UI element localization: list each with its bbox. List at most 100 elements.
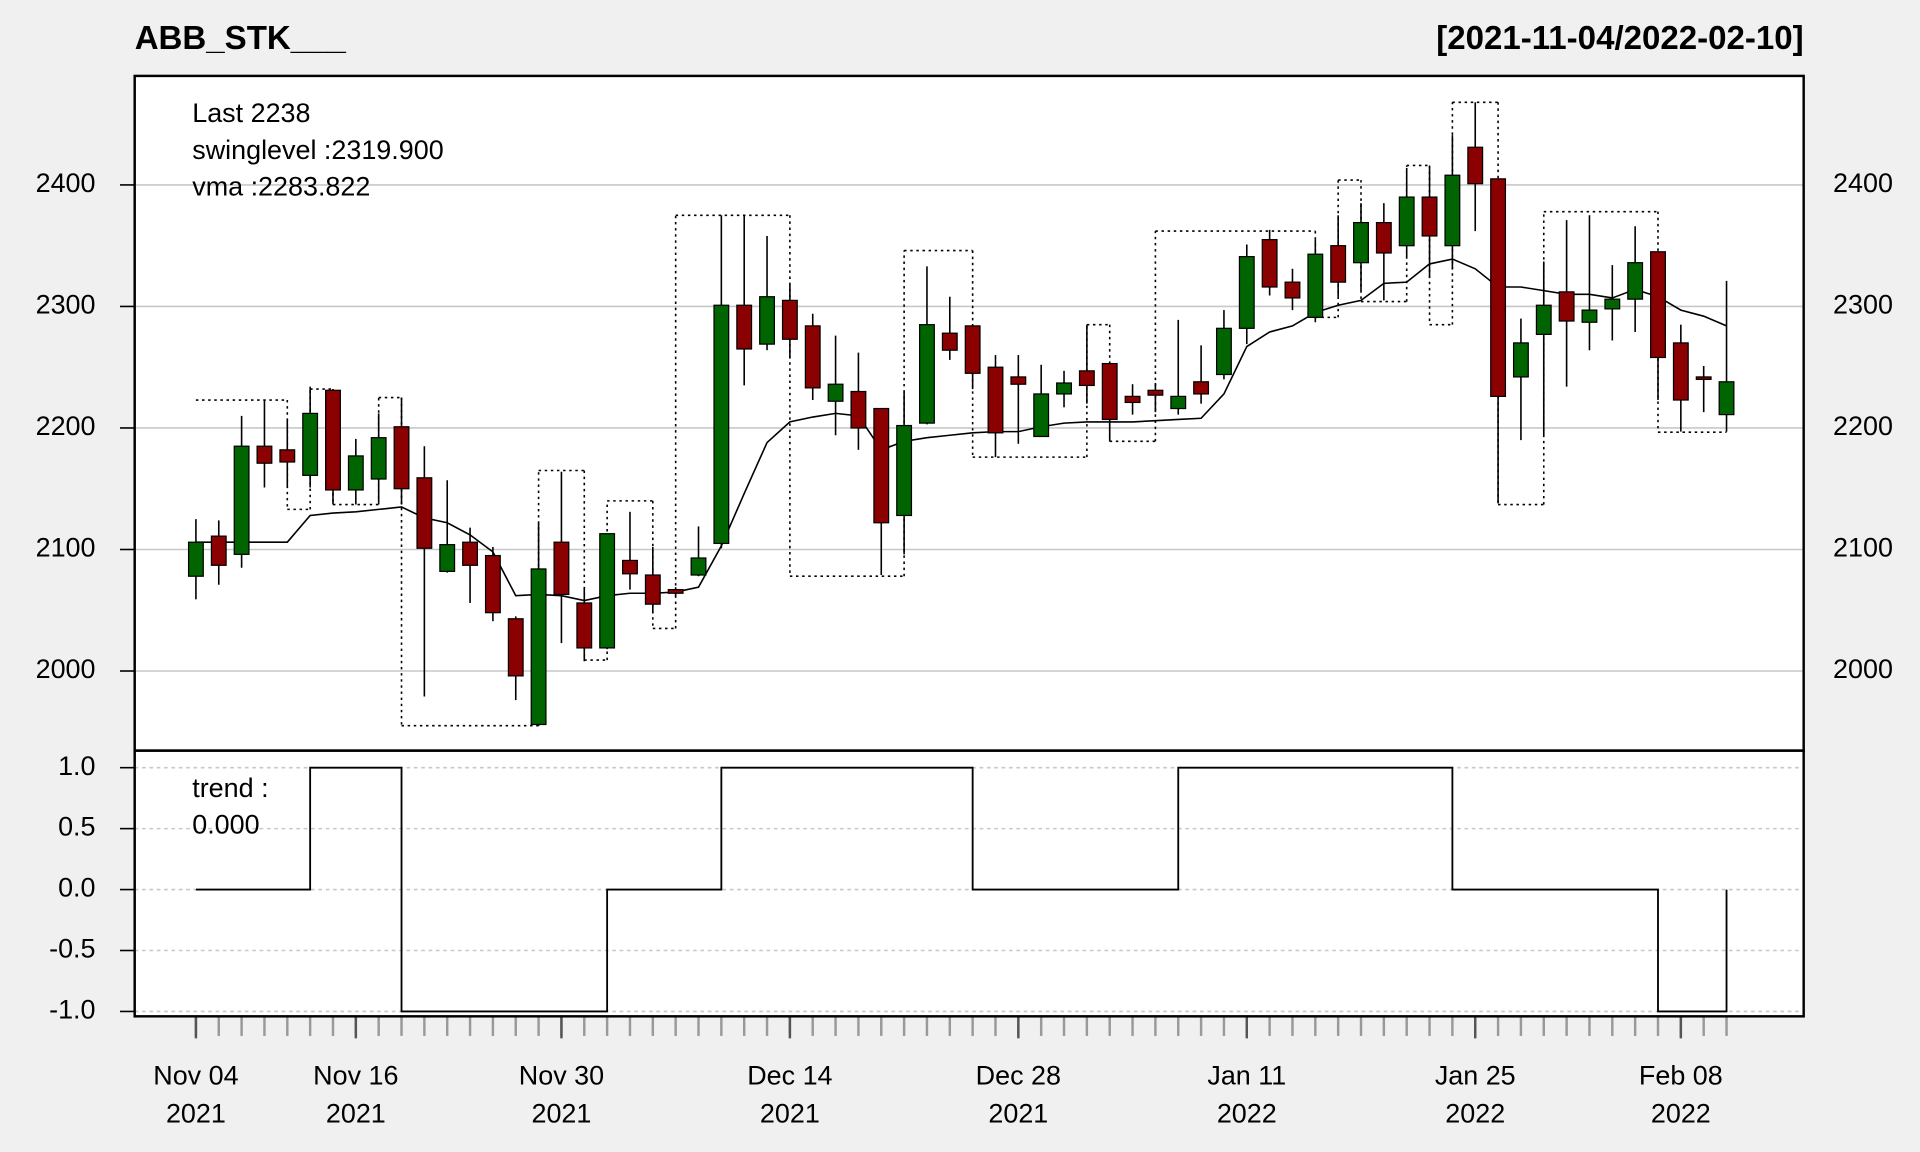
- candle-body: [1261, 238, 1278, 288]
- candle-body: [1170, 395, 1187, 410]
- candle-body: [759, 296, 776, 345]
- candle-body: [873, 407, 890, 524]
- legend-entry: 0.000: [192, 810, 259, 840]
- x-tick-label: 2021: [531, 1099, 591, 1129]
- trend-panel: [134, 750, 1804, 1017]
- trend-line: [195, 766, 1728, 1013]
- candle-body: [1238, 256, 1255, 329]
- y-tick-label-right: 2000: [1833, 654, 1893, 684]
- candle-body: [233, 445, 250, 555]
- x-tick-label: Nov 30: [519, 1061, 604, 1091]
- candle-body: [1147, 389, 1164, 396]
- candle-body: [1101, 362, 1118, 421]
- x-tick-label: Nov 16: [313, 1061, 398, 1091]
- y-tick-label: 2200: [36, 411, 96, 441]
- x-tick-label: Dec 14: [747, 1061, 832, 1091]
- x-tick-label: Nov 04: [153, 1061, 238, 1091]
- candle-body: [827, 383, 844, 402]
- candle-body: [187, 541, 204, 577]
- legend-entry: vma :2283.822: [192, 172, 370, 202]
- candle-body: [1033, 393, 1050, 438]
- x-tick-label: 2021: [166, 1099, 226, 1129]
- candle-body: [1604, 298, 1621, 310]
- candle-body: [1467, 146, 1484, 185]
- candle-body: [210, 535, 227, 566]
- y-tick-label: 2000: [36, 654, 96, 684]
- candle-body: [393, 426, 410, 490]
- candle-body: [507, 618, 524, 677]
- candle-body: [667, 588, 684, 594]
- candle-body: [896, 424, 913, 517]
- y-tick-label: 0.0: [58, 873, 95, 903]
- x-tick-label: Feb 08: [1639, 1061, 1723, 1091]
- y-tick-label: 2300: [36, 290, 96, 320]
- candle-body: [462, 541, 479, 566]
- x-tick-label: Jan 11: [1207, 1061, 1286, 1091]
- candle-body: [941, 332, 958, 351]
- candle-body: [736, 304, 753, 350]
- chart-title: ABB_STK___: [135, 20, 347, 57]
- candle-body: [1353, 221, 1369, 264]
- candle-body: [1284, 281, 1301, 299]
- candle-body: [439, 544, 456, 572]
- x-tick-label: 2021: [988, 1099, 1048, 1129]
- candle-body: [1627, 262, 1644, 300]
- vma-line: [195, 258, 1727, 602]
- y-tick-label-right: 2200: [1833, 411, 1893, 441]
- x-tick-label: 2021: [326, 1099, 386, 1129]
- legend-entry: Last 2238: [192, 98, 310, 128]
- candle-body: [553, 541, 570, 596]
- x-tick-label: 2022: [1651, 1099, 1711, 1129]
- candle-body: [416, 477, 433, 549]
- panel-border: [133, 749, 1805, 1018]
- y-tick-label: -1.0: [49, 995, 95, 1025]
- candle-body: [1421, 196, 1438, 237]
- candle-body: [1215, 327, 1232, 376]
- date-range: [2021-11-04/2022-02-10]: [1436, 20, 1803, 57]
- x-tick-label: Dec 28: [976, 1061, 1061, 1091]
- candle-body: [1512, 342, 1529, 378]
- candle-body: [1558, 291, 1575, 322]
- candle-body: [964, 325, 981, 374]
- candle-body: [804, 325, 821, 389]
- candle-body: [347, 455, 364, 491]
- candle-body: [622, 559, 638, 575]
- y-tick-label-right: 2300: [1833, 290, 1893, 320]
- candle-body: [1398, 196, 1415, 247]
- candle-body: [1307, 253, 1324, 318]
- candle-body: [918, 324, 935, 424]
- y-tick-label: 1.0: [58, 751, 95, 781]
- candle-body: [1375, 221, 1392, 254]
- candle-body: [1193, 381, 1210, 395]
- x-tick-label: 2022: [1217, 1099, 1277, 1129]
- y-tick-label: 0.5: [58, 812, 95, 842]
- candle-body: [781, 299, 798, 340]
- candle-body: [1695, 376, 1712, 380]
- candle-body: [850, 390, 867, 429]
- y-tick-label-right: 2400: [1833, 168, 1893, 198]
- candle-body: [1010, 376, 1027, 385]
- candle-body: [256, 445, 273, 464]
- candle-body: [576, 602, 593, 649]
- candle-body: [484, 554, 501, 614]
- candle-body: [1444, 174, 1461, 247]
- candle-body: [599, 533, 616, 649]
- candle-body: [1672, 342, 1689, 401]
- x-tick-label: 2021: [760, 1099, 820, 1129]
- candle-body: [1650, 251, 1666, 359]
- candle-body: [1490, 178, 1507, 397]
- candle-body: [644, 574, 661, 605]
- candle-body: [1581, 309, 1598, 323]
- candle-body: [370, 437, 387, 480]
- y-tick-label: 2400: [36, 168, 96, 198]
- candle-body: [1330, 245, 1347, 283]
- candle-body: [1056, 382, 1072, 395]
- x-tick-label: 2022: [1445, 1099, 1505, 1129]
- candle-body: [1124, 395, 1141, 404]
- candle-body: [690, 557, 707, 576]
- candle-body: [325, 389, 341, 491]
- candle-body: [987, 366, 1004, 434]
- y-tick-label-right: 2100: [1833, 533, 1893, 563]
